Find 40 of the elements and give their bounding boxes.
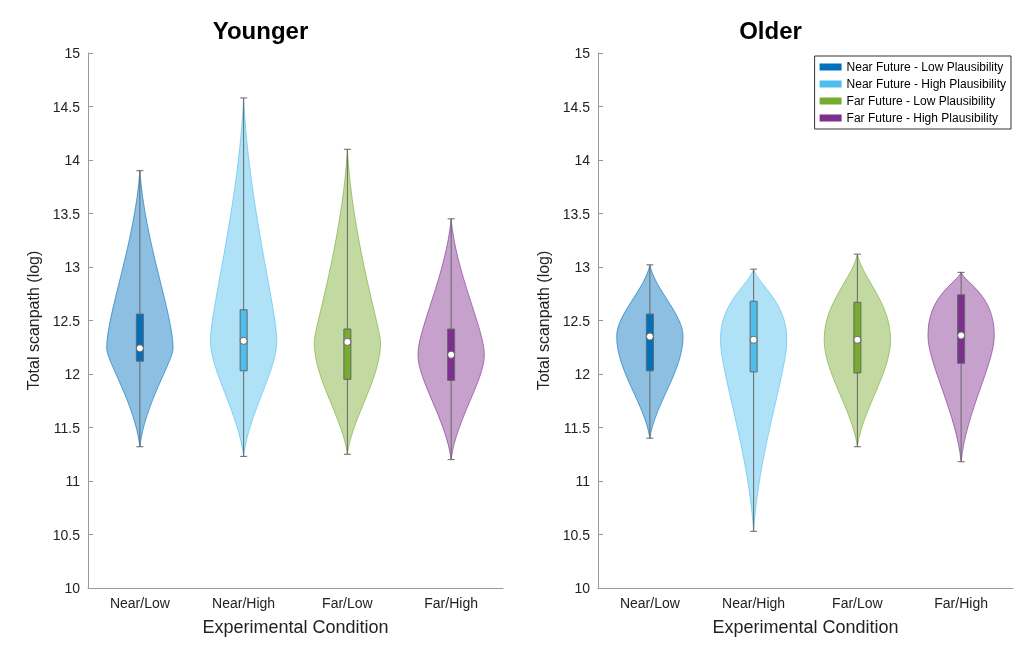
y-tick-label: 10.5: [52, 526, 81, 543]
y-tick-label: 10.5: [562, 526, 591, 543]
x-tick-label: Far/High: [934, 595, 988, 611]
y-axis-title: Total scanpath (log): [535, 250, 553, 391]
x-tick-label: Near/High: [722, 595, 786, 611]
chart-title: Older: [739, 16, 802, 44]
y-tick-label: 14: [64, 152, 81, 168]
x-tick-label: Far/Low: [832, 595, 884, 611]
x-tick-label: Far/Low: [322, 595, 374, 611]
x-tick-label: Near/Low: [109, 595, 171, 611]
legend-label: Far Future - Low Plausibility: [846, 94, 996, 108]
y-tick-label: 14.5: [52, 98, 81, 115]
y-tick-label: 13.5: [52, 205, 81, 222]
y-tick-label: 13: [64, 259, 81, 275]
y-tick-label: 12.5: [562, 312, 591, 329]
y-tick-label: 12: [64, 366, 81, 382]
y-tick-label: 11: [575, 473, 591, 489]
x-axis-title: Experimental Condition: [202, 617, 389, 637]
y-tick-label: 10: [64, 580, 81, 596]
chart-title: Younger: [212, 16, 309, 44]
y-axis-title: Total scanpath (log): [25, 250, 43, 391]
legend-label: Far Future - High Plausibility: [846, 111, 998, 125]
y-tick-label: 14.5: [562, 98, 591, 115]
y-tick-label: 15: [64, 45, 81, 61]
x-axis-title: Experimental Condition: [712, 617, 899, 637]
y-tick-label: 11.5: [563, 419, 591, 436]
y-tick-label: 12: [574, 366, 591, 382]
y-tick-label: 10: [574, 580, 591, 596]
y-tick-label: 13: [574, 259, 591, 275]
y-tick-label: 11.5: [53, 419, 81, 436]
y-tick-label: 15: [574, 45, 591, 61]
x-tick-label: Far/High: [424, 595, 478, 611]
y-tick-label: 13.5: [562, 205, 591, 222]
x-tick-label: Near/High: [212, 595, 276, 611]
y-tick-label: 12.5: [52, 312, 81, 329]
x-tick-label: Near/Low: [619, 595, 681, 611]
y-tick-label: 14: [574, 152, 591, 168]
y-tick-label: 11: [65, 473, 81, 489]
legend-label: Near Future - High Plausibility: [846, 77, 1007, 91]
legend-label: Near Future - Low Plausibility: [846, 60, 1004, 74]
